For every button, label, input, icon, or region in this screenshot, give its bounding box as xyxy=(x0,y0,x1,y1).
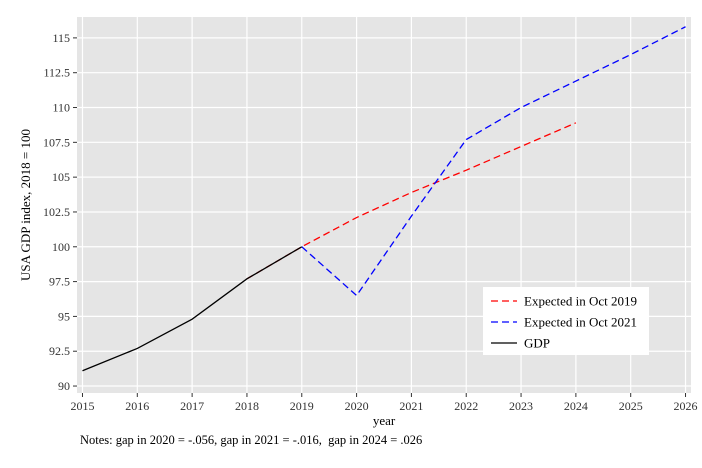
series-line-2 xyxy=(301,26,686,297)
y-tick-labels: 90 92.5 95 97.5 100 102.5 105 107.5 110 112.5 115 xyxy=(43,31,70,393)
x-tick-label: 2016 xyxy=(125,399,149,413)
y-tick-label: 110 xyxy=(52,101,70,115)
y-tick-label: 115 xyxy=(52,31,70,45)
y-tick-label: 107.5 xyxy=(43,135,70,149)
x-tick-label: 2026 xyxy=(674,399,698,413)
x-tick-label: 2020 xyxy=(345,399,369,413)
series-line-3 xyxy=(82,246,303,372)
y-tick-label: 100 xyxy=(52,240,70,254)
legend-label-3: GDP xyxy=(524,336,550,351)
legend-label-2: Expected in Oct 2021 xyxy=(524,315,637,330)
legend: Expected in Oct 2019 Expected in Oct 2021… xyxy=(483,287,649,355)
x-tick-label: 2024 xyxy=(564,399,588,413)
x-tick-labels: 2015 2016 2017 2018 2019 2020 2021 2022 2023 2024… xyxy=(70,399,697,413)
legend-box xyxy=(483,287,649,355)
x-axis-title: year xyxy=(373,413,396,428)
y-tick-label: 102.5 xyxy=(43,205,70,219)
x-tick-label: 2019 xyxy=(290,399,314,413)
x-tick-label: 2025 xyxy=(619,399,643,413)
y-tick-label: 112.5 xyxy=(43,66,70,80)
axis-ticks xyxy=(73,37,687,397)
y-tick-label: 92.5 xyxy=(49,344,70,358)
x-tick-label: 2022 xyxy=(454,399,478,413)
y-axis-title: USA GDP index, 2018 = 100 xyxy=(18,129,33,281)
y-tick-label: 90 xyxy=(58,379,70,393)
y-tick-label: 105 xyxy=(52,170,70,184)
x-tick-label: 2017 xyxy=(180,399,204,413)
x-tick-label: 2015 xyxy=(70,399,94,413)
legend-label-1: Expected in Oct 2019 xyxy=(524,294,637,309)
series-lines xyxy=(82,26,686,372)
x-tick-label: 2018 xyxy=(235,399,259,413)
y-tick-label: 95 xyxy=(58,309,70,323)
y-tick-label: 97.5 xyxy=(49,275,70,289)
x-tick-label: 2021 xyxy=(399,399,423,413)
x-tick-label: 2023 xyxy=(509,399,533,413)
chart-notes: Notes: gap in 2020 = -.056, gap in 2021 … xyxy=(80,433,423,447)
